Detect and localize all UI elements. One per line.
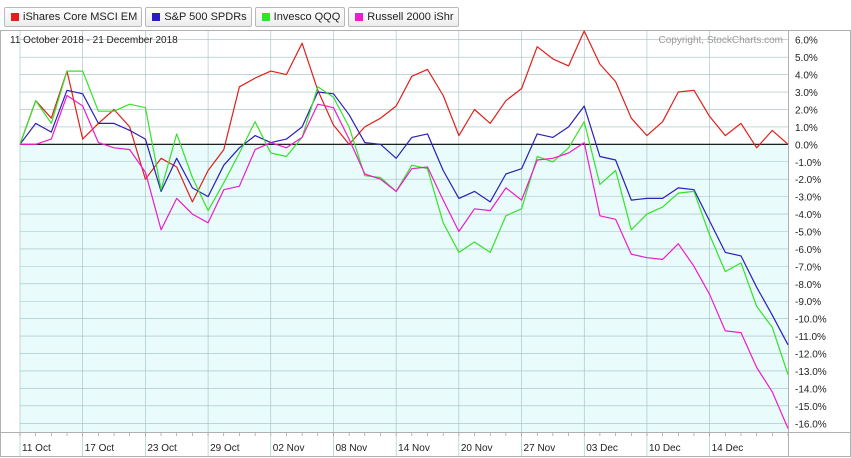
y-tick-label: -3.0%	[795, 193, 821, 204]
y-tick-label: -5.0%	[795, 228, 821, 239]
y-tick-label: 3.0%	[795, 88, 818, 99]
y-tick-label: 6.0%	[795, 36, 818, 47]
legend-item-ishares-core-msci-em[interactable]: iShares Core MSCI EM	[4, 7, 143, 27]
x-tick-label: 20 Nov	[461, 443, 493, 454]
y-tick-label: -11.0%	[795, 332, 826, 343]
y-tick-label: -16.0%	[795, 419, 827, 430]
date-range-label: 11 October 2018 - 21 December 2018	[10, 35, 178, 46]
y-tick-label: -4.0%	[795, 210, 821, 221]
y-tick-label: -15.0%	[795, 402, 827, 413]
y-tick-label: 4.0%	[795, 71, 818, 82]
x-tick-label: 29 Oct	[210, 443, 240, 454]
y-tick-label: -12.0%	[795, 350, 827, 361]
negative-region	[20, 144, 788, 432]
x-tick-label: 14 Dec	[712, 443, 744, 454]
y-tick-label: 0.0%	[795, 140, 818, 151]
x-tick-label: 08 Nov	[335, 443, 367, 454]
legend-label: S&P 500 SPDRs	[164, 11, 247, 23]
x-tick-label: 17 Oct	[85, 443, 115, 454]
legend-item-invesco-qqq[interactable]: Invesco QQQ	[254, 7, 346, 27]
x-tick-label: 27 Nov	[524, 443, 556, 454]
x-tick-label: 02 Nov	[273, 443, 305, 454]
legend-swatch	[11, 13, 19, 21]
series-line-s-p-500-spdrs	[19, 89, 789, 346]
y-tick-label: 1.0%	[795, 123, 818, 134]
y-tick-label: 2.0%	[795, 105, 818, 116]
x-tick-label: 11 Oct	[22, 443, 51, 454]
y-tick-label: -8.0%	[795, 280, 821, 291]
y-tick-label: -1.0%	[795, 158, 821, 169]
copyright-label: Copyright, StockCharts.com	[659, 35, 784, 46]
series-line-ishares-core-msci-em	[19, 30, 789, 203]
y-tick-label: -14.0%	[795, 384, 827, 395]
y-tick-label: -2.0%	[795, 175, 821, 186]
x-tick-label: 03 Dec	[586, 443, 618, 454]
legend-item-s-p-500-spdrs[interactable]: S&P 500 SPDRs	[145, 7, 252, 27]
y-tick-label: -9.0%	[795, 297, 821, 308]
x-tick-label: 10 Dec	[649, 443, 681, 454]
legend: iShares Core MSCI EM S&P 500 SPDRs Invesco…	[4, 7, 459, 27]
y-tick-label: -10.0%	[795, 315, 827, 326]
legend-label: Russell 2000 iShr	[367, 11, 454, 23]
x-tick-label: 23 Oct	[147, 443, 177, 454]
legend-label: iShares Core MSCI EM	[23, 11, 138, 23]
series-line-invesco-qqq	[19, 70, 789, 375]
y-tick-label: -13.0%	[795, 367, 827, 378]
legend-swatch	[261, 13, 270, 21]
x-tick-label: 14 Nov	[398, 443, 430, 454]
legend-swatch	[355, 13, 364, 21]
y-tick-label: -7.0%	[795, 262, 821, 273]
y-tick-label: 5.0%	[795, 53, 818, 64]
y-tick-label: -6.0%	[795, 245, 821, 256]
series-line-russell-2000-ishr	[20, 94, 789, 429]
legend-item-russell-2000-ishr[interactable]: Russell 2000 iShr	[348, 7, 459, 27]
legend-label: Invesco QQQ	[273, 11, 341, 23]
legend-swatch	[152, 13, 161, 21]
